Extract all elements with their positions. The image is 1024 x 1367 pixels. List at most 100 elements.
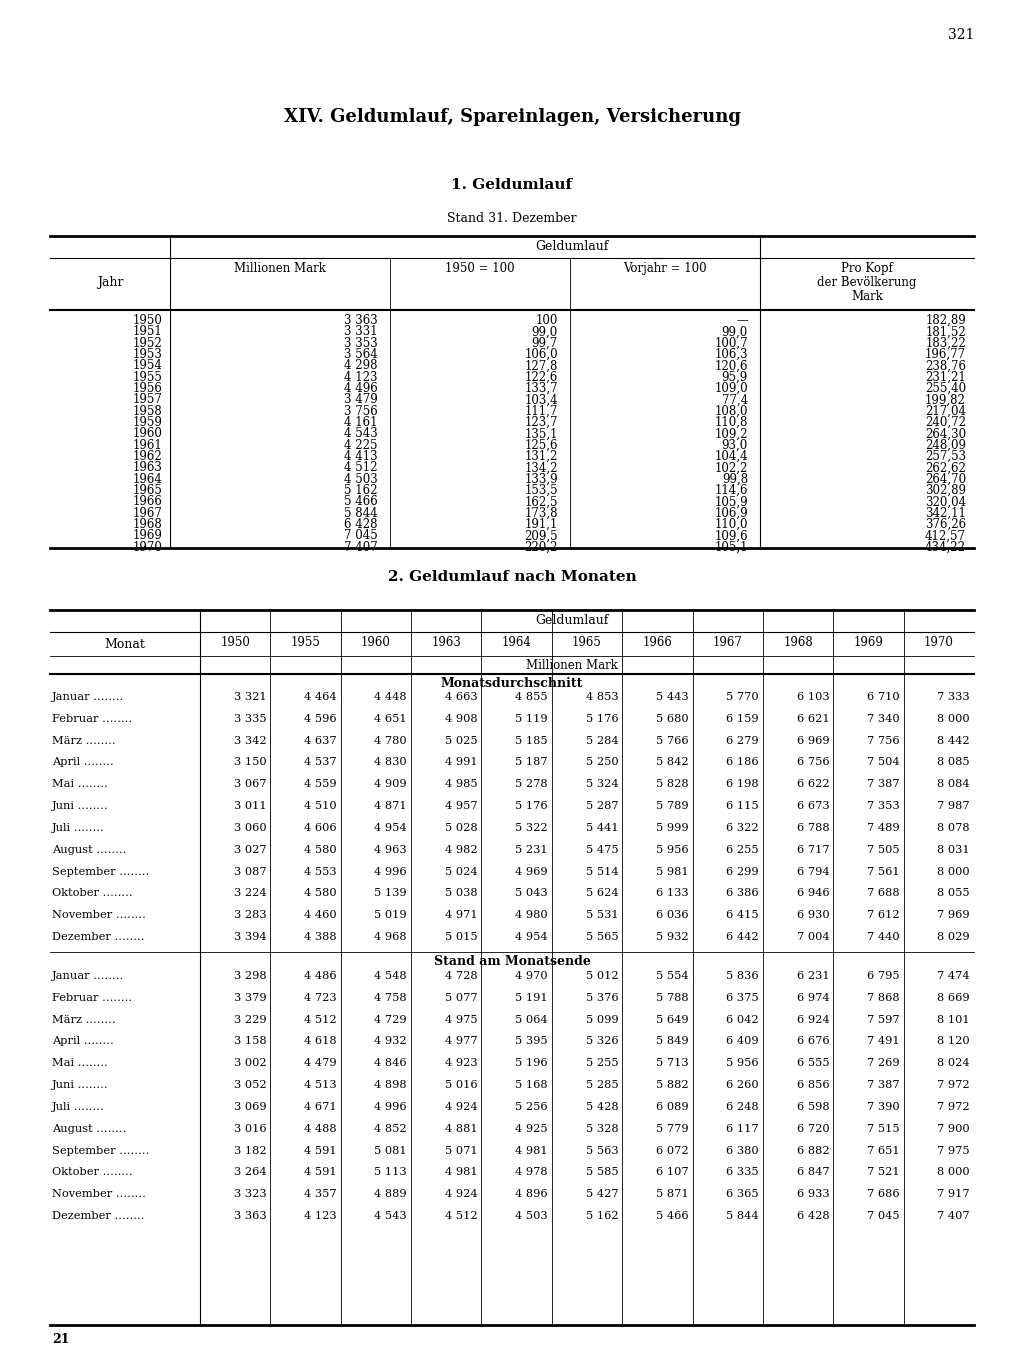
- Text: 1969: 1969: [132, 529, 162, 543]
- Text: 7 651: 7 651: [867, 1146, 900, 1155]
- Text: Geldumlauf: Geldumlauf: [536, 241, 608, 253]
- Text: 7 515: 7 515: [867, 1124, 900, 1133]
- Text: 7 987: 7 987: [937, 801, 970, 811]
- Text: 5 284: 5 284: [586, 735, 618, 745]
- Text: 264,30: 264,30: [925, 428, 966, 440]
- Text: 1965: 1965: [572, 636, 602, 649]
- Text: 4 512: 4 512: [444, 1211, 477, 1221]
- Text: 5 842: 5 842: [656, 757, 688, 767]
- Text: 1968: 1968: [132, 518, 162, 530]
- Text: 255,40: 255,40: [925, 381, 966, 395]
- Text: 6 042: 6 042: [726, 1014, 759, 1025]
- Text: 1966: 1966: [132, 495, 162, 509]
- Text: 302,89: 302,89: [925, 484, 966, 498]
- Text: 231,21: 231,21: [926, 370, 966, 384]
- Text: 3 011: 3 011: [233, 801, 266, 811]
- Text: 6 856: 6 856: [797, 1080, 829, 1089]
- Text: 4 123: 4 123: [344, 370, 378, 384]
- Text: Juni ........: Juni ........: [52, 801, 109, 811]
- Text: 191,1: 191,1: [524, 518, 558, 530]
- Text: 7 390: 7 390: [867, 1102, 900, 1111]
- Text: 6 598: 6 598: [797, 1102, 829, 1111]
- Text: 6 322: 6 322: [726, 823, 759, 833]
- Text: 4 971: 4 971: [444, 910, 477, 920]
- Text: 5 779: 5 779: [656, 1124, 688, 1133]
- Text: 7 407: 7 407: [344, 541, 378, 554]
- Text: 4 298: 4 298: [344, 360, 378, 372]
- Text: 108,0: 108,0: [715, 405, 748, 418]
- Text: August ........: August ........: [52, 845, 126, 854]
- Text: 5 322: 5 322: [515, 823, 548, 833]
- Text: 4 981: 4 981: [515, 1146, 548, 1155]
- Text: 6 788: 6 788: [797, 823, 829, 833]
- Text: 7 969: 7 969: [937, 910, 970, 920]
- Text: 7 474: 7 474: [937, 971, 970, 982]
- Text: 6 720: 6 720: [797, 1124, 829, 1133]
- Text: 5 882: 5 882: [656, 1080, 688, 1089]
- Text: 5 585: 5 585: [586, 1167, 618, 1177]
- Text: 6 107: 6 107: [656, 1167, 688, 1177]
- Text: 6 117: 6 117: [726, 1124, 759, 1133]
- Text: 105,9: 105,9: [715, 495, 748, 509]
- Text: 5 064: 5 064: [515, 1014, 548, 1025]
- Text: 8 000: 8 000: [937, 714, 970, 725]
- Text: 4 591: 4 591: [304, 1167, 337, 1177]
- Text: 6 133: 6 133: [656, 889, 688, 898]
- Text: 5 196: 5 196: [515, 1058, 548, 1068]
- Text: 3 479: 3 479: [344, 394, 378, 406]
- Text: Mark: Mark: [851, 290, 883, 303]
- Text: 6 930: 6 930: [797, 910, 829, 920]
- Text: 7 387: 7 387: [867, 779, 900, 789]
- Text: 4 975: 4 975: [444, 1014, 477, 1025]
- Text: 109,2: 109,2: [715, 428, 748, 440]
- Text: 6 036: 6 036: [656, 910, 688, 920]
- Text: 8 078: 8 078: [937, 823, 970, 833]
- Text: 8 085: 8 085: [937, 757, 970, 767]
- Text: 1968: 1968: [783, 636, 813, 649]
- Text: 6 409: 6 409: [726, 1036, 759, 1046]
- Text: 342,11: 342,11: [925, 507, 966, 519]
- Text: 5 162: 5 162: [586, 1211, 618, 1221]
- Text: 1969: 1969: [854, 636, 884, 649]
- Text: 6 946: 6 946: [797, 889, 829, 898]
- Text: 109,0: 109,0: [715, 381, 748, 395]
- Text: 412,57: 412,57: [925, 529, 966, 543]
- Text: Millionen Mark: Millionen Mark: [526, 659, 617, 673]
- Text: 209,5: 209,5: [524, 529, 558, 543]
- Text: 4 968: 4 968: [375, 932, 408, 942]
- Text: Dezember ........: Dezember ........: [52, 932, 144, 942]
- Text: 4 924: 4 924: [444, 1189, 477, 1199]
- Text: 4 537: 4 537: [304, 757, 337, 767]
- Text: 6 710: 6 710: [867, 692, 900, 703]
- Text: November ........: November ........: [52, 1189, 145, 1199]
- Text: 4 512: 4 512: [304, 1014, 337, 1025]
- Text: 5 256: 5 256: [515, 1102, 548, 1111]
- Text: 2. Geldumlauf nach Monaten: 2. Geldumlauf nach Monaten: [388, 570, 636, 584]
- Text: Vorjahr = 100: Vorjahr = 100: [624, 262, 707, 275]
- Text: 5 015: 5 015: [444, 932, 477, 942]
- Text: 133,9: 133,9: [524, 473, 558, 485]
- Text: 8 000: 8 000: [937, 867, 970, 876]
- Text: 4 729: 4 729: [375, 1014, 408, 1025]
- Text: 7 688: 7 688: [867, 889, 900, 898]
- Text: 6 198: 6 198: [726, 779, 759, 789]
- Text: 5 376: 5 376: [586, 992, 618, 1003]
- Text: 4 510: 4 510: [304, 801, 337, 811]
- Text: 4 460: 4 460: [304, 910, 337, 920]
- Text: 6 428: 6 428: [344, 518, 378, 530]
- Text: 4 881: 4 881: [444, 1124, 477, 1133]
- Text: 5 554: 5 554: [656, 971, 688, 982]
- Text: 4 548: 4 548: [375, 971, 408, 982]
- Text: 1950 = 100: 1950 = 100: [445, 262, 515, 275]
- Text: 7 269: 7 269: [867, 1058, 900, 1068]
- Text: 7 333: 7 333: [937, 692, 970, 703]
- Text: 4 479: 4 479: [304, 1058, 337, 1068]
- Text: 7 489: 7 489: [867, 823, 900, 833]
- Text: 5 139: 5 139: [375, 889, 408, 898]
- Text: 5 185: 5 185: [515, 735, 548, 745]
- Text: 1964: 1964: [132, 473, 162, 485]
- Text: 5 176: 5 176: [515, 801, 548, 811]
- Text: 4 981: 4 981: [444, 1167, 477, 1177]
- Text: 1954: 1954: [132, 360, 162, 372]
- Text: 7 407: 7 407: [937, 1211, 970, 1221]
